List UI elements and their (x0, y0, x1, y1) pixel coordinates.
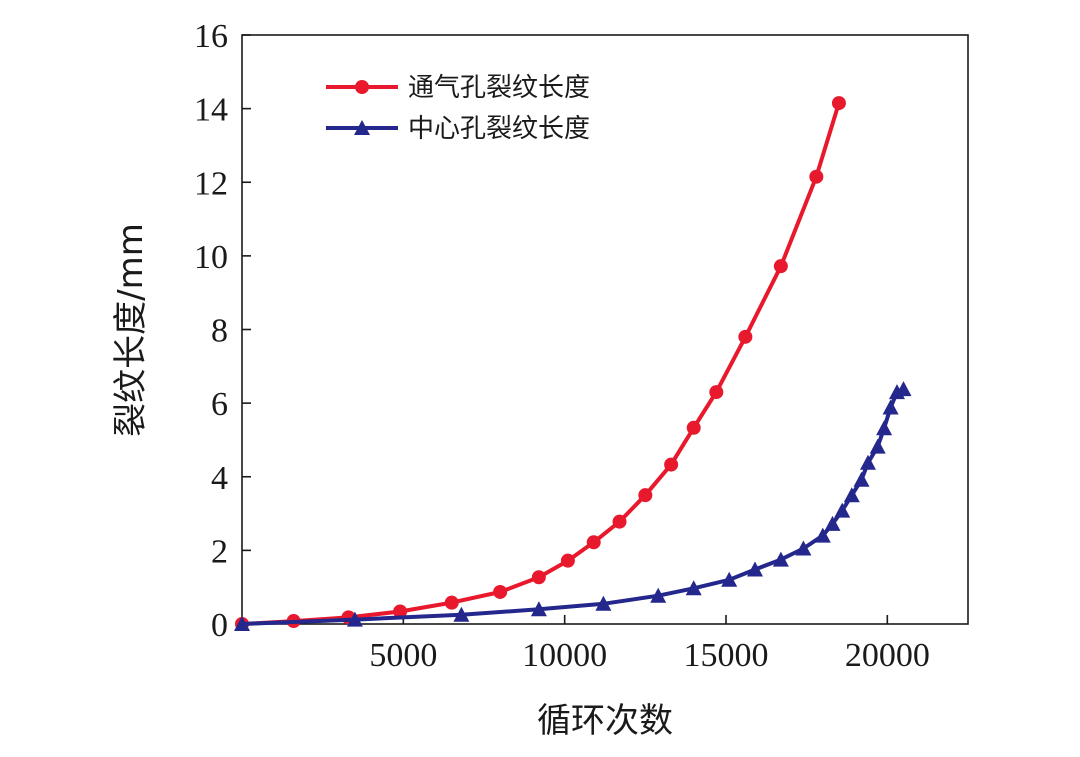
data-point (747, 561, 763, 577)
data-point (685, 580, 702, 596)
y-tick-label: 6 (211, 386, 228, 423)
legend-item-vent-hole: 通气孔裂纹长度 (326, 73, 590, 103)
data-point (234, 616, 250, 631)
data-point (721, 571, 738, 587)
y-tick-label: 8 (211, 313, 228, 350)
y-tick-label: 4 (211, 460, 228, 497)
y-tick-label: 12 (194, 165, 228, 202)
data-point (814, 527, 831, 543)
data-point (709, 385, 724, 400)
data-point (843, 487, 860, 503)
data-point (773, 259, 788, 274)
y-tick-label: 10 (194, 239, 228, 276)
data-point (824, 515, 841, 531)
data-point (834, 502, 851, 518)
data-point (531, 570, 546, 585)
legend-marker-center-hole (354, 120, 370, 135)
data-point (638, 488, 653, 503)
y-tick-label: 2 (211, 533, 228, 570)
data-point (444, 595, 459, 610)
data-point (346, 611, 363, 627)
data-point (831, 96, 846, 111)
y-axis-title: 裂纹长度/mm (111, 223, 151, 437)
y-axis: 0 2 4 6 8 10 12 14 16 (194, 18, 251, 644)
data-point (595, 595, 612, 611)
y-tick-label: 0 (211, 607, 228, 644)
series-layer (234, 96, 912, 631)
data-point (772, 551, 789, 567)
x-tick-label: 20000 (845, 637, 930, 674)
data-point (869, 438, 886, 454)
legend: 通气孔裂纹长度 中心孔裂纹长度 (326, 73, 590, 144)
series-line (241, 387, 905, 626)
y-tick-label: 16 (194, 18, 228, 55)
series-vent-hole (235, 96, 846, 631)
y-tick-label: 14 (194, 92, 228, 129)
data-point (560, 553, 575, 568)
data-point (664, 457, 679, 472)
data-point (795, 540, 812, 556)
data-point (586, 535, 601, 550)
data-point (686, 420, 701, 435)
x-tick-label: 5000 (369, 637, 437, 674)
x-tick-label: 15000 (684, 637, 769, 674)
data-point (612, 514, 627, 529)
legend-label-center-hole: 中心孔裂纹长度 (408, 114, 590, 144)
data-point (860, 454, 876, 470)
data-point (738, 329, 753, 344)
legend-marker-vent-hole (355, 80, 369, 94)
x-axis: 5000 10000 15000 20000 (369, 615, 930, 674)
data-point (853, 471, 870, 487)
data-point (895, 381, 912, 397)
data-point (530, 601, 547, 617)
data-point (882, 399, 899, 415)
legend-item-center-hole: 中心孔裂纹长度 (326, 114, 590, 144)
series-center-hole (234, 381, 912, 631)
data-point (809, 169, 824, 184)
data-point (393, 604, 408, 619)
data-point (493, 584, 508, 599)
series-line (241, 102, 841, 626)
x-tick-label: 10000 (522, 637, 607, 674)
data-point (453, 606, 470, 622)
legend-label-vent-hole: 通气孔裂纹长度 (408, 73, 590, 103)
x-axis-title: 循环次数 (537, 701, 673, 741)
data-point (876, 420, 893, 436)
data-point (650, 587, 667, 603)
